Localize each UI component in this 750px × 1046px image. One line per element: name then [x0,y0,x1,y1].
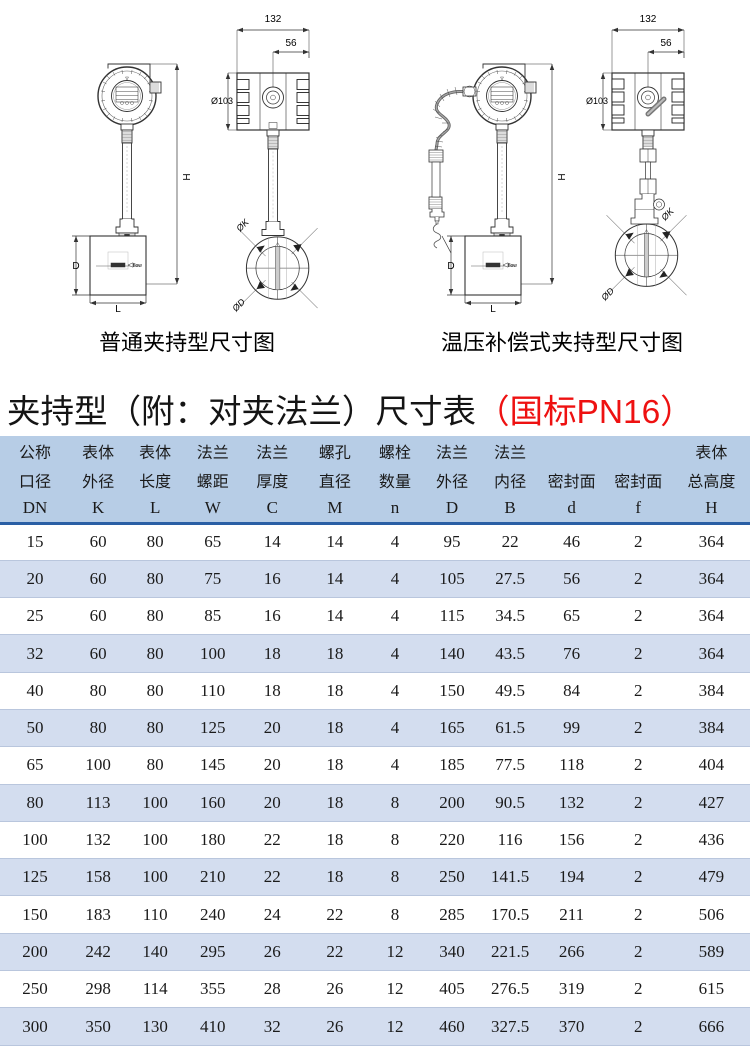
svg-text:flow: flow [508,263,517,269]
svg-text:flow: flow [133,263,142,269]
svg-text:D: D [72,261,79,272]
svg-text:56: 56 [285,38,297,49]
svg-text:56: 56 [660,38,672,49]
svg-text:Ø103: Ø103 [586,96,608,106]
svg-text:ØD: ØD [230,296,248,314]
svg-text:ØK: ØK [234,216,252,234]
svg-text:132: 132 [640,14,657,25]
svg-text:H: H [555,173,566,180]
svg-text:L: L [115,304,121,315]
svg-text:温压补偿式夹持型尺寸图: 温压补偿式夹持型尺寸图 [441,330,683,355]
svg-text:132: 132 [265,14,282,25]
svg-text:L: L [490,304,496,315]
svg-text:D: D [447,261,454,272]
svg-text:Ø103: Ø103 [211,96,233,106]
svg-text:普通夹持型尺寸图: 普通夹持型尺寸图 [99,330,275,355]
svg-text:H: H [180,173,191,180]
